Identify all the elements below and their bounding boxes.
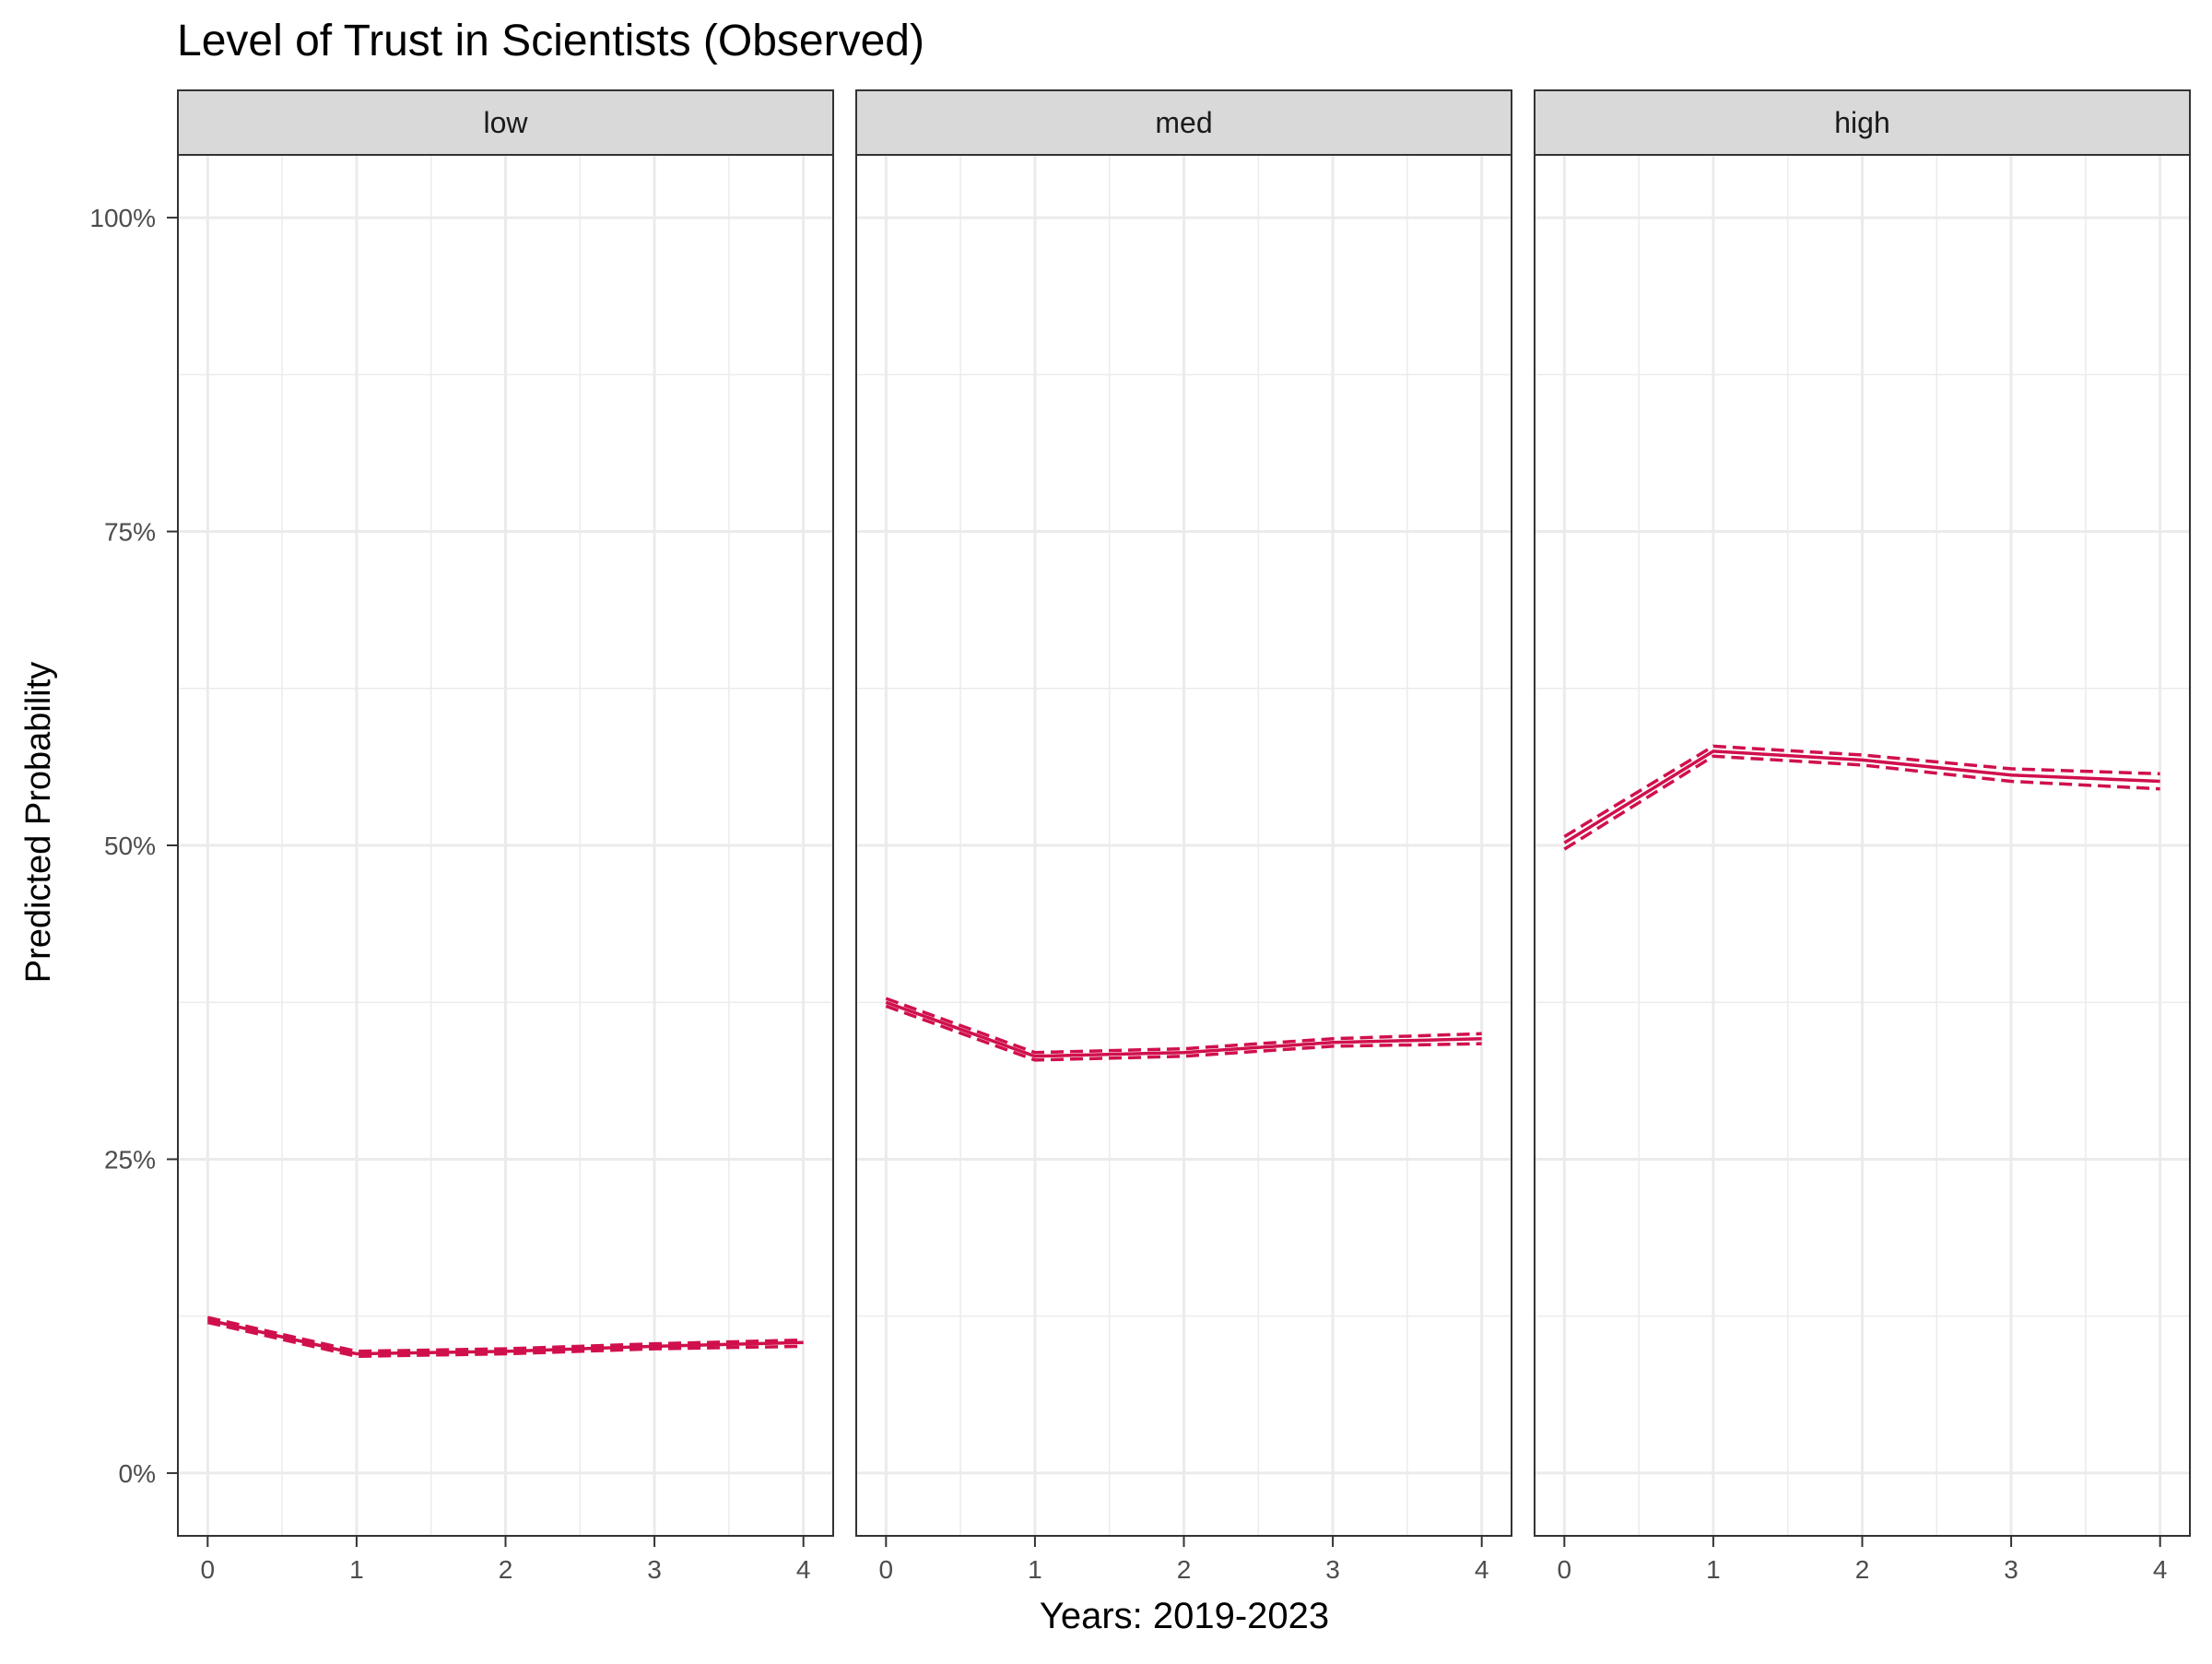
y-tick-label: 75%	[104, 518, 156, 547]
facet-strip	[1534, 89, 2191, 156]
panels-layer: 0% 25% 50% 75% 100% low 0 1 2 3 4 med 0 1 2 3 4 high 0 1 2 3 4	[89, 89, 2191, 1584]
facet-strip-label: high	[1834, 106, 1890, 139]
x-tick-label: 1	[349, 1555, 364, 1584]
chart-title: Level of Trust in Scientists (Observed)	[177, 17, 924, 65]
facet-strip-label: med	[1155, 106, 1212, 139]
lower-bound-line-low	[206, 1320, 804, 1359]
y-tick-label: 50%	[104, 832, 156, 860]
facet-panel-med: med 0 1 2 3 4	[855, 89, 1512, 1584]
lower-bound-line-high	[1563, 754, 2160, 851]
upper-bound-line-low	[206, 1316, 804, 1353]
x-axis-label: Years: 2019-2023	[1040, 1596, 1329, 1636]
x-tick-label: 2	[499, 1555, 513, 1584]
x-tick-label: 3	[647, 1555, 662, 1584]
x-tick-label: 1	[1706, 1555, 1721, 1584]
upper-bound-line-high	[1563, 744, 2160, 838]
facet-panel-low: low 0 1 2 3 4	[177, 89, 834, 1584]
upper-bound-line-med	[885, 997, 1482, 1055]
x-tick-label: 2	[1177, 1555, 1192, 1584]
facet-strip	[177, 89, 834, 156]
y-tick-label: 25%	[104, 1145, 156, 1174]
lower-bound-line-med	[885, 1004, 1482, 1062]
x-tick-label: 4	[796, 1555, 811, 1584]
series-line-med	[885, 1000, 1482, 1058]
x-tick-label: 0	[879, 1555, 894, 1584]
facet-strip-label: low	[483, 106, 528, 139]
y-axis-label: Predicted Probability	[19, 662, 58, 984]
series-line-high	[1563, 749, 2160, 844]
y-tick-label: 0%	[119, 1459, 156, 1488]
x-tick-label: 4	[1475, 1555, 1489, 1584]
x-tick-label: 3	[1325, 1555, 1340, 1584]
x-tick-label: 0	[201, 1555, 216, 1584]
x-tick-label: 3	[2004, 1555, 2018, 1584]
x-tick-label: 2	[1855, 1555, 1870, 1584]
y-tick-label: 100%	[89, 204, 156, 232]
facet-strip	[855, 89, 1512, 156]
x-tick-label: 4	[2153, 1555, 2168, 1584]
x-tick-label: 1	[1028, 1555, 1042, 1584]
facet-panel-high: high 0 1 2 3 4	[1534, 89, 2191, 1584]
x-tick-label: 0	[1558, 1555, 1572, 1584]
series-line-low	[206, 1318, 804, 1356]
